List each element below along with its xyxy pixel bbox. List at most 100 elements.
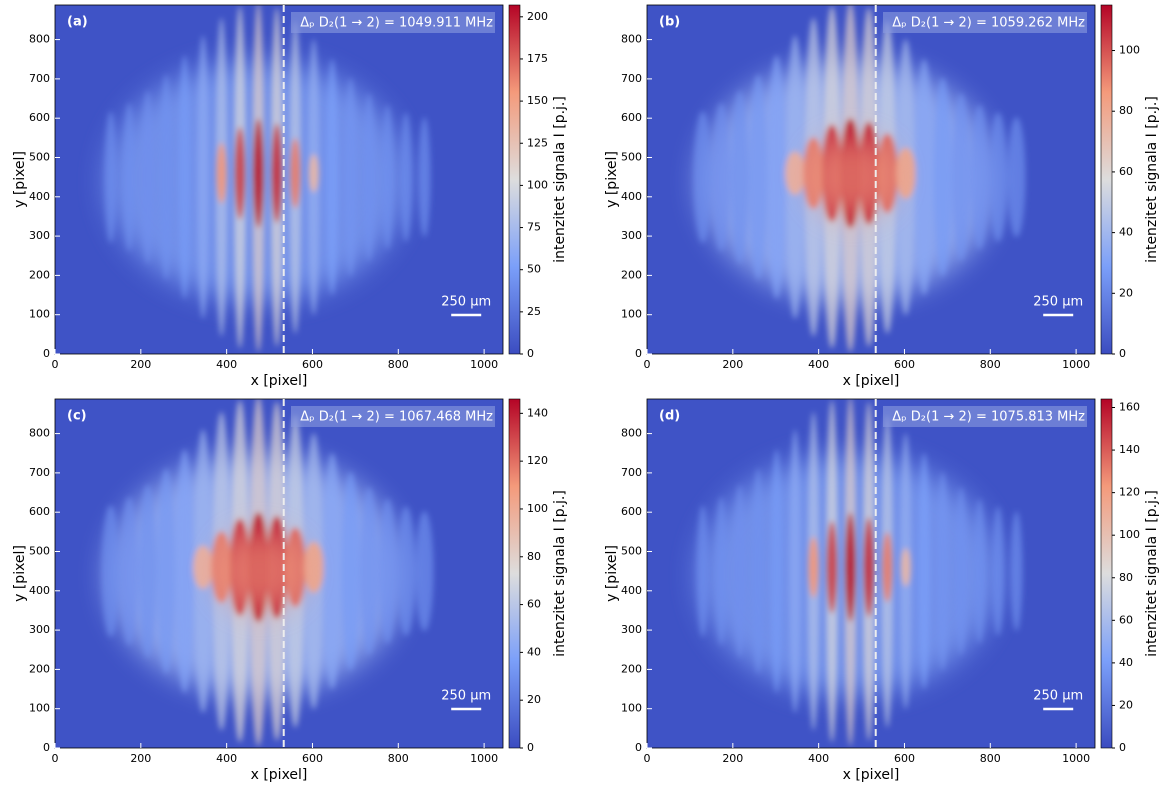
y-tick-label: 200 [621, 662, 642, 675]
fringe [344, 77, 357, 277]
fringe-core [863, 517, 874, 618]
colorbar-tick-label: 160 [1119, 401, 1140, 414]
colorbar-label: intenzitet signala I [p.j.] [1144, 490, 1160, 657]
annotation: Δₚ D₂(1 → 2) = 1075.813 MHz [892, 410, 1085, 425]
x-axis-label: x [pixel] [843, 767, 900, 783]
y-tick-label: 0 [43, 741, 50, 754]
panel-label: (b) [659, 15, 680, 30]
x-tick-label: 0 [52, 358, 59, 371]
axes-frame [54, 4, 504, 355]
panel: 0 200 400 600 800 100001002003004005006007008… [604, 4, 1160, 389]
fringe [730, 90, 749, 264]
y-tick-label: 0 [43, 347, 50, 360]
fringe [1007, 117, 1026, 238]
colorbar-tick-label: 100 [1119, 44, 1140, 57]
x-tick-label: 400 [808, 358, 829, 371]
colorbar-label: intenzitet signala I [p.j.] [1144, 96, 1160, 263]
colorbar-tick-label: 20 [1119, 698, 1133, 711]
y-tick-label: 100 [29, 702, 50, 715]
y-tick-label: 600 [621, 111, 642, 124]
fringes [696, 399, 1023, 747]
fringe [955, 487, 968, 656]
y-tick-label: 800 [621, 427, 642, 440]
colorbar-tick-label: 100 [527, 178, 548, 191]
fringe [915, 58, 934, 296]
x-tick-label: 600 [302, 752, 323, 765]
colorbar-tick-label: 120 [1119, 486, 1140, 499]
fringe [141, 90, 154, 264]
fringe [104, 111, 117, 244]
colorbar-tick-label: 75 [527, 221, 541, 234]
blob [215, 531, 306, 612]
x-tick-label: 1000 [1062, 752, 1090, 765]
y-tick-label: 100 [621, 308, 642, 321]
y-tick-label: 400 [621, 584, 642, 597]
y-axis-label: y [pixel] [12, 151, 28, 208]
x-tick-label: 0 [644, 358, 651, 371]
fringe-core [900, 547, 911, 587]
panel: 0 200 400 600 800 100001002003004005006007008… [604, 398, 1160, 783]
fringe-core [216, 142, 227, 204]
panel: 0 200 400 600 800 100001002003004005006007008… [12, 398, 568, 783]
colorbar-tick-label: 40 [1119, 656, 1133, 669]
annotation-box [883, 406, 1087, 427]
fringe [992, 506, 1005, 636]
y-tick-label: 100 [621, 702, 642, 715]
colorbar-tick-label: 200 [527, 10, 548, 23]
fringe [381, 104, 394, 250]
scalebar-label: 250 µm [1033, 295, 1083, 310]
scalebar-label: 250 µm [441, 295, 491, 310]
annotation: Δₚ D₂(1 → 2) = 1059.262 MHz [892, 16, 1085, 31]
fringe [178, 55, 191, 300]
y-tick-label: 600 [621, 505, 642, 518]
fringe [767, 55, 786, 300]
fringe [733, 484, 746, 658]
y-tick-label: 300 [29, 229, 50, 242]
annotation: Δₚ D₂(1 → 2) = 1067.468 MHz [300, 410, 493, 425]
x-tick-label: 800 [388, 358, 409, 371]
image [647, 399, 1095, 748]
panel-label: (c) [67, 409, 87, 424]
fringe [770, 449, 783, 694]
colorbar-tick-label: 175 [527, 52, 548, 65]
fringe [933, 77, 952, 277]
fringe-core [253, 118, 264, 229]
fringe [197, 35, 210, 320]
fringe [415, 511, 434, 632]
x-tick-label: 600 [894, 752, 915, 765]
image [55, 5, 503, 354]
y-tick-label: 0 [635, 741, 642, 754]
fringe [123, 102, 136, 252]
colorbar-tick-label: 125 [527, 136, 548, 149]
x-tick-label: 200 [130, 752, 151, 765]
colorbar-tick-label: 60 [1119, 165, 1133, 178]
x-tick-label: 0 [52, 752, 59, 765]
axes-frame [54, 398, 504, 749]
x-tick-label: 1000 [1062, 358, 1090, 371]
x-tick-label: 800 [980, 752, 1001, 765]
colorbar-tick-label: 0 [1119, 347, 1126, 360]
fringe-core [234, 126, 245, 220]
fringe [341, 471, 360, 671]
x-tick-label: 800 [980, 358, 1001, 371]
colorbar-label: intenzitet signala I [p.j.] [552, 490, 568, 657]
annotation-box [291, 406, 495, 427]
fringe [918, 452, 931, 690]
fringe [323, 452, 342, 690]
annotation: Δₚ D₂(1 → 2) = 1049.911 MHz [300, 16, 493, 31]
fringe-core [303, 541, 324, 593]
y-tick-label: 800 [621, 33, 642, 46]
image [647, 5, 1095, 354]
y-axis-label: y [pixel] [604, 151, 620, 208]
fringe [157, 468, 176, 674]
fringe-core [785, 151, 806, 195]
colorbar-tick-label: 120 [527, 454, 548, 467]
scalebar-label: 250 µm [441, 689, 491, 704]
panel-label: (d) [659, 409, 680, 424]
fringe [363, 93, 376, 262]
y-tick-label: 800 [29, 427, 50, 440]
y-tick-label: 600 [29, 505, 50, 518]
panel-label: (a) [67, 15, 88, 30]
y-tick-label: 700 [621, 72, 642, 85]
